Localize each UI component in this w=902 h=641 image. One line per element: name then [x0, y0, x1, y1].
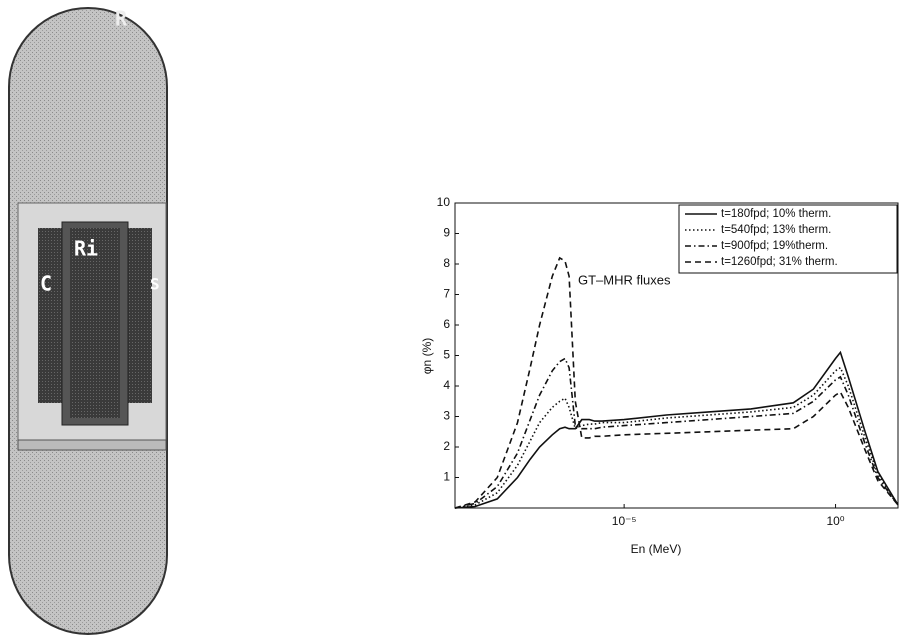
- figure: R Ri C S GT–MHR fluxes En (MeV) φn (%) 1…: [0, 0, 902, 641]
- y-tick-label: 10: [437, 195, 451, 209]
- core-plate: [18, 440, 166, 450]
- x-tick-label: 10⁰: [826, 514, 844, 528]
- diagram-label: C: [40, 272, 52, 296]
- x-tick-label: 10⁻⁵: [612, 514, 637, 528]
- legend-label: t=180fpd; 10% therm.: [721, 208, 831, 220]
- y-tick-label: 3: [443, 409, 450, 423]
- x-axis-label: En (MeV): [631, 542, 682, 556]
- diagram-label: S: [150, 275, 160, 294]
- y-tick-label: 4: [443, 378, 450, 392]
- annotation: GT–MHR fluxes: [578, 272, 671, 287]
- diagram-label: Ri: [74, 237, 98, 261]
- reactor-diagram: R Ri C S: [9, 7, 167, 635]
- y-tick-label: 1: [443, 470, 450, 484]
- page: R Ri C S GT–MHR fluxes En (MeV) φn (%) 1…: [0, 0, 902, 641]
- diagram-label: R: [115, 7, 128, 31]
- y-tick-label: 5: [443, 348, 450, 362]
- y-tick-label: 6: [443, 317, 450, 331]
- chart: GT–MHR fluxes En (MeV) φn (%) 1 2 3 4 5 6 7 8 9 1…: [420, 195, 898, 556]
- y-tick-label: 9: [443, 226, 450, 240]
- y-tick-label: 2: [443, 439, 450, 453]
- legend-label: t=1260fpd; 31% therm.: [721, 256, 838, 268]
- legend-label: t=900fpd; 19%therm.: [721, 240, 828, 252]
- legend-label: t=540fpd; 13% therm.: [721, 224, 831, 236]
- y-axis-label: φn (%): [420, 338, 434, 374]
- y-tick-label: 8: [443, 256, 450, 270]
- series-line: [455, 368, 898, 508]
- y-tick-label: 7: [443, 287, 450, 301]
